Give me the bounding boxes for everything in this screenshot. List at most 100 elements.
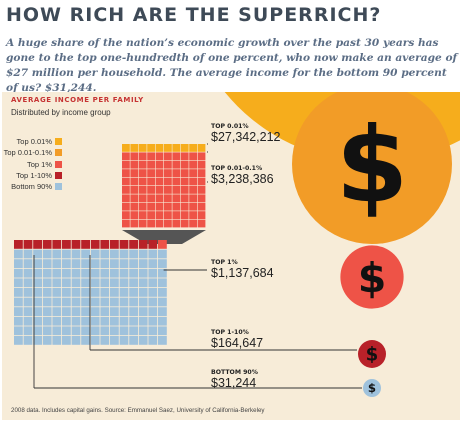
grid-square (129, 297, 138, 307)
grid-square (148, 326, 158, 336)
grid-square (155, 169, 164, 177)
group-value: $1,137,684 (211, 266, 274, 280)
grid-square (119, 336, 129, 345)
grid-square (138, 160, 147, 169)
grid-square (71, 288, 81, 297)
grid-square (52, 268, 62, 278)
grid-square (119, 240, 129, 249)
grid-square (81, 307, 90, 316)
grid-square (122, 219, 130, 228)
panel-subtitle: Distributed by income group (11, 108, 111, 117)
grid-square (14, 249, 23, 259)
grid-square (23, 316, 33, 326)
grid-square (90, 297, 100, 307)
grid-square (81, 268, 90, 278)
grid-square (33, 336, 42, 345)
grid-square (33, 259, 42, 268)
grid-square (189, 177, 197, 186)
grid-square (148, 249, 158, 259)
grid-square (148, 288, 158, 297)
grid-square (189, 194, 197, 203)
grid-square (23, 336, 33, 345)
grid-square (158, 278, 167, 288)
grid-square (52, 336, 62, 345)
grid-square (42, 268, 52, 278)
grid-square (164, 177, 172, 186)
grid-square (189, 202, 197, 211)
grid-square (42, 336, 52, 345)
grid-square (172, 152, 181, 161)
grid-square (62, 336, 71, 345)
grid-square (81, 336, 90, 345)
grid-square (138, 240, 148, 249)
grid-square (138, 259, 148, 268)
grid-square (52, 297, 62, 307)
grid-square (148, 316, 158, 326)
grid-square (172, 202, 181, 211)
grid-square (33, 307, 42, 316)
bubble-top-1-10 (358, 340, 386, 368)
grid-square (158, 336, 167, 345)
grid-square (33, 249, 42, 259)
grid-square (129, 249, 138, 259)
group-value: $31,244 (211, 376, 256, 390)
grid-square (147, 152, 155, 161)
grid-square (158, 326, 167, 336)
grid-square (155, 152, 164, 161)
grid-square (14, 268, 23, 278)
grid-square (33, 278, 42, 288)
grid-square (155, 186, 164, 194)
grid-square (122, 202, 130, 211)
grid-square (180, 177, 189, 186)
grid-square (62, 297, 71, 307)
grid-square (42, 316, 52, 326)
legend-swatch (55, 160, 62, 168)
grid-square (62, 307, 71, 316)
grid-square (23, 307, 33, 316)
grid-square (33, 288, 42, 297)
grid-square (180, 194, 189, 203)
grid-square (14, 297, 23, 307)
legend-item: Top 1-10% (4, 170, 62, 181)
grid-square (122, 144, 130, 152)
grid-square (148, 336, 158, 345)
grid-square (90, 316, 100, 326)
grid-square (138, 336, 148, 345)
grid-square (33, 297, 42, 307)
grid-square (130, 169, 139, 177)
grid-square (119, 288, 129, 297)
dollar-icon: $ (336, 104, 408, 226)
group-label: TOP 0.01-0.1% (211, 165, 262, 172)
grid-square (110, 316, 119, 326)
deck: A huge share of the nation’s economic gr… (6, 37, 458, 94)
group-value: $27,342,212 (211, 130, 281, 144)
grid-square (155, 160, 164, 169)
legend-label: Top 0.01% (16, 137, 52, 147)
grid-square (90, 249, 100, 259)
grid-square (119, 268, 129, 278)
grid-square (52, 288, 62, 297)
grid-square (197, 219, 206, 228)
grid-square (147, 144, 155, 152)
grid-square (71, 278, 81, 288)
grid-square (110, 240, 119, 249)
grid-square (189, 219, 197, 228)
grid-square (197, 186, 206, 194)
group-value: $3,238,386 (211, 172, 274, 186)
grid-square (62, 316, 71, 326)
grid-square (90, 307, 100, 316)
grid-square (158, 316, 167, 326)
grid-square (130, 144, 139, 152)
grid-square (189, 169, 197, 177)
grid-square (62, 259, 71, 268)
grid-square (129, 316, 138, 326)
grid-square (197, 177, 206, 186)
grid-square (62, 288, 71, 297)
grid-square (71, 307, 81, 316)
grid-square (147, 177, 155, 186)
grid-square (52, 307, 62, 316)
grid-square (81, 249, 90, 259)
grid-square (90, 259, 100, 268)
grid-square (147, 202, 155, 211)
grid-square (147, 160, 155, 169)
